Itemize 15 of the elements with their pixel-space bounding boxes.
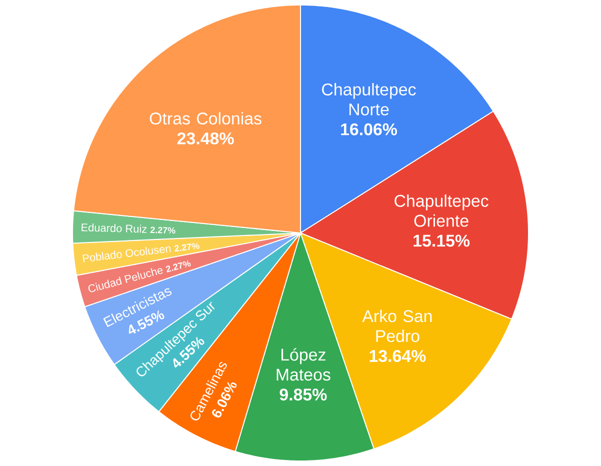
- data-label: 15.15%: [414, 234, 470, 247]
- data-label: 2.27%: [174, 242, 200, 252]
- slice-label: López Mateos: [276, 348, 330, 381]
- data-label: 16.06%: [341, 123, 398, 136]
- data-label: 23.48%: [177, 132, 234, 144]
- slice-label: Chapultepec Norte: [322, 83, 416, 116]
- data-label: 9.85%: [280, 388, 327, 401]
- slice-label: Arko San Pedro: [362, 310, 432, 342]
- data-label: 2.27%: [166, 260, 191, 272]
- slice-label: Eduardo Ruiz: [82, 223, 147, 233]
- data-label: 2.27%: [150, 226, 176, 234]
- data-label: 13.64%: [370, 350, 426, 362]
- slice-label: Chapultepec Oriente: [394, 194, 488, 227]
- slice-label: Poblado Ocolusen: [82, 246, 171, 262]
- slice-label: Otras Colonias: [150, 112, 262, 125]
